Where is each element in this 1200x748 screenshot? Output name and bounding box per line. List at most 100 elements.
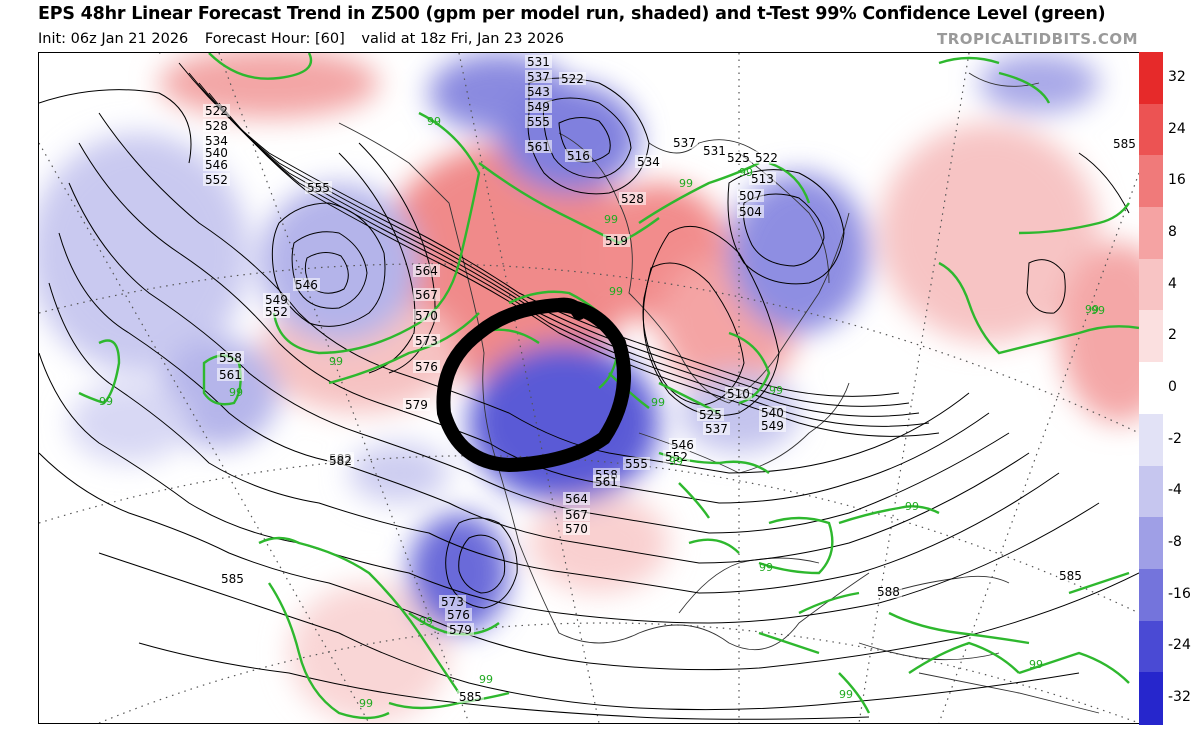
confidence-level-label: 99 (1029, 658, 1043, 671)
contour-value-label: 555 (307, 181, 330, 195)
contour-label-bg (737, 189, 764, 202)
colorbar-segment (1139, 465, 1163, 519)
confidence-level-label: 99 (427, 115, 441, 128)
contour-label-bg (563, 508, 590, 521)
contour-value-label: 570 (415, 309, 438, 323)
contour-label-bg (447, 623, 474, 636)
confidence-level-label: 99 (769, 384, 783, 397)
confidence-level-label: 99 (229, 386, 243, 399)
colorbar-segment (1139, 52, 1163, 105)
highlight-circle (436, 297, 631, 473)
contour-label-bg (203, 104, 230, 117)
contour-label-bg (697, 408, 724, 421)
colorbar-tick-label: 16 (1168, 172, 1186, 189)
contour-value-label: 552 (665, 450, 688, 464)
contour-label-bg (593, 475, 620, 488)
contour-label-bg (671, 136, 698, 149)
colorbar-tick-label: 8 (1168, 223, 1177, 240)
contour-value-label: 543 (527, 85, 550, 99)
contour-label-bg (663, 450, 690, 463)
contour-label-bg (403, 398, 430, 411)
contour-label-bg (753, 151, 780, 164)
contour-label-bg (759, 419, 786, 432)
contour-label-bg (759, 406, 786, 419)
contour-value-label: 549 (761, 419, 784, 433)
confidence-level-label: 99 (1091, 304, 1105, 317)
contour-value-label: 585 (459, 690, 482, 704)
contour-value-label: 537 (527, 70, 550, 84)
contour-value-label: 576 (447, 608, 470, 622)
contour-label-bg (525, 100, 552, 113)
contour-label-bg (413, 288, 440, 301)
contour-value-label: 537 (673, 136, 696, 150)
contour-value-label: 588 (877, 585, 900, 599)
contour-label-bg (217, 351, 244, 364)
contour-label-bg (203, 134, 230, 147)
contour-value-label: 525 (699, 408, 722, 422)
contour-label-bg (217, 368, 244, 381)
valid-time: valid at 18z Fri, Jan 23 2026 (361, 31, 565, 47)
contour-label-bg (525, 140, 552, 153)
contour-value-label: 531 (703, 144, 726, 158)
contour-label-bg (203, 119, 230, 132)
contour-value-label: 561 (219, 368, 242, 382)
contour-value-label: 534 (205, 134, 228, 148)
contour-value-label: 540 (205, 146, 228, 160)
colorbar-tick-label: 2 (1168, 327, 1177, 344)
colorbar-tick-label: 0 (1168, 379, 1177, 395)
contour-label-bg (1111, 137, 1138, 150)
colorbar-tick-label: -32 (1168, 689, 1191, 706)
colorbar-tick-label: -2 (1168, 430, 1182, 447)
contour-label-bg (619, 192, 646, 205)
confidence-level-label: 99 (609, 285, 623, 298)
colorbar-tick-label: -4 (1168, 482, 1182, 499)
colorbar-segment (1139, 258, 1163, 312)
contour-label-bg (737, 205, 764, 218)
confidence-level-label: 99 (759, 561, 773, 574)
site-watermark: TROPICALTIDBITS.COM (937, 30, 1138, 48)
contour-label-bg (263, 305, 290, 318)
contour-value-label: 525 (727, 151, 750, 165)
contour-value-label: 555 (625, 457, 648, 471)
contour-value-label: 540 (761, 406, 784, 420)
chart-title: EPS 48hr Linear Forecast Trend in Z500 (… (38, 4, 1106, 24)
confidence-level-label: 99 (679, 177, 693, 190)
contour-label-bg (703, 422, 730, 435)
confidence-level-label: 99 (604, 213, 618, 226)
contour-label-bg (563, 522, 590, 535)
contour-value-label: 552 (265, 305, 288, 319)
contour-label-bg (263, 293, 290, 306)
colorbar-segment (1139, 517, 1163, 570)
contour-value-label: 522 (561, 72, 584, 86)
colorbar-segment (1139, 103, 1163, 157)
contour-value-label: 561 (527, 140, 550, 154)
contour-value-label: 546 (671, 438, 694, 452)
contour-value-label: 579 (405, 398, 428, 412)
contour-label-bg (725, 151, 752, 164)
colorbar-tick-label: -8 (1168, 534, 1182, 551)
colorbar-segment (1139, 568, 1163, 622)
contour-value-label: 585 (221, 572, 244, 586)
colorbar-segment (1139, 155, 1163, 209)
contour-label-bg (525, 55, 552, 68)
contour-value-label: 522 (205, 104, 228, 118)
graticule (39, 53, 1139, 723)
contour-value-label: 570 (565, 522, 588, 536)
confidence-level-label: 99 (419, 615, 433, 628)
colorbar-segment (1139, 207, 1163, 260)
contour-label-bg (1057, 569, 1084, 582)
contour-label-bg (413, 360, 440, 373)
contour-label-bg (413, 309, 440, 322)
contour-label-bg (413, 334, 440, 347)
contour-label-bg (623, 457, 650, 470)
contour-label-bg (203, 173, 230, 186)
contour-value-label: 519 (605, 234, 628, 248)
contour-label-bg (749, 172, 776, 185)
colorbar-segment (1139, 310, 1163, 364)
colorbar-segment (1139, 413, 1163, 467)
colorbar-tick-label: -16 (1168, 585, 1191, 602)
colorbar (1139, 52, 1163, 725)
confidence-level-label: 99 (329, 355, 343, 368)
contour-value-label: 564 (415, 264, 438, 278)
confidence-level-label: 99 (839, 688, 853, 701)
